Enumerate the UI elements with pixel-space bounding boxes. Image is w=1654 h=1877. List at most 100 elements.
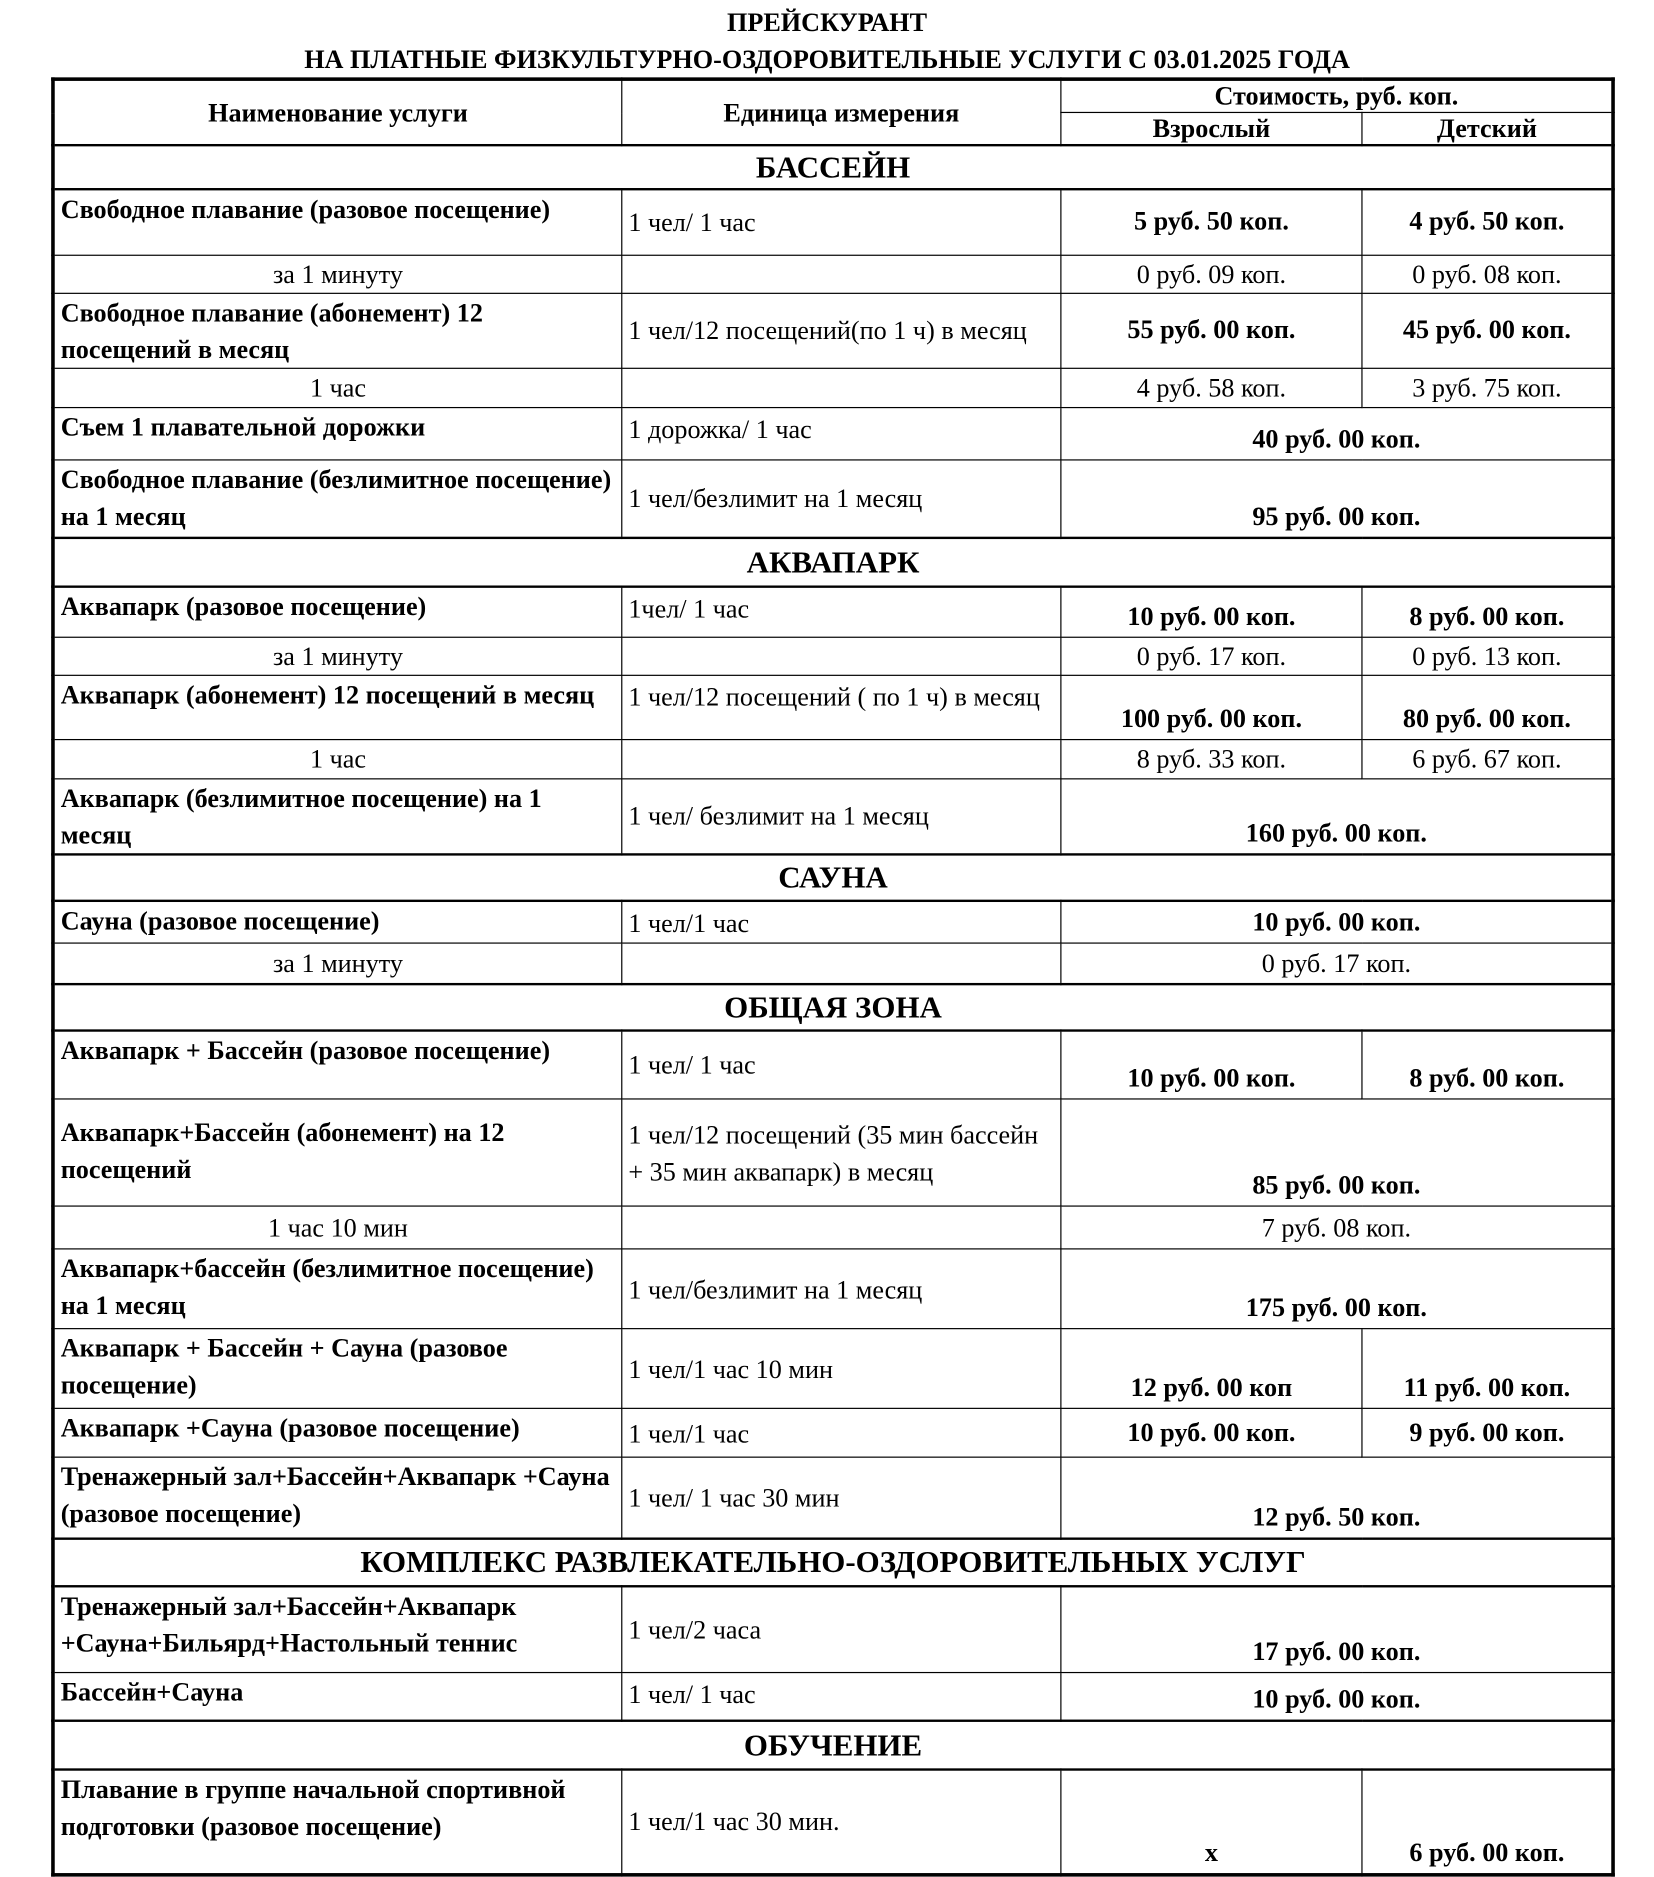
price-common: 0 руб. 17 коп. xyxy=(1060,942,1614,985)
section-title: БАССЕЙН xyxy=(52,143,1614,191)
table-row: Бассейн+Сауна 1 чел/ 1 час 10 руб. 00 коп. xyxy=(52,1671,1614,1721)
price-adult: 10 руб. 00 коп. xyxy=(1060,586,1363,638)
header-cost: Стоимость, руб. коп. xyxy=(1060,78,1614,114)
service-name: Свободное плавание (разовое посещение) xyxy=(52,188,623,256)
price-adult: х xyxy=(1060,1768,1363,1876)
unit-of-measure xyxy=(621,367,1062,408)
price-child: 9 руб. 00 коп. xyxy=(1361,1407,1614,1458)
unit-of-measure: 1 чел/1 час xyxy=(621,899,1062,944)
service-name: Аквапарк (разовое посещение) xyxy=(52,586,623,638)
document-subtitle: НА ПЛАТНЫЕ ФИЗКУЛЬТУРНО-ОЗДОРОВИТЕЛЬНЫЕ … xyxy=(304,44,1350,74)
price-table: Наименование услуги Единица измерения Ст… xyxy=(51,77,1615,1877)
price-child: 4 руб. 50 коп. xyxy=(1361,188,1614,256)
unit-of-measure: 1 чел/ 1 час xyxy=(621,1029,1062,1100)
unit-of-measure: 1 дорожка/ 1 час xyxy=(621,406,1062,460)
table-subrow: за 1 минуту 0 руб. 17 коп. 0 руб. 13 коп. xyxy=(52,636,1614,676)
table-row: Аквапарк (безлимитное посещение) на 1 ме… xyxy=(52,777,1614,855)
service-name: Аквапарк+Бассейн (абонемент) на 12 посещ… xyxy=(52,1098,623,1207)
table-subrow: за 1 минуту 0 руб. 09 коп. 0 руб. 08 коп. xyxy=(52,254,1614,294)
service-name: Сауна (разовое посещение) xyxy=(52,899,623,944)
price-adult: 10 руб. 00 коп. xyxy=(1060,1029,1363,1100)
table-subrow: 1 час 8 руб. 33 коп. 6 руб. 67 коп. xyxy=(52,738,1614,779)
service-name: Аквапарк (абонемент) 12 посещений в меся… xyxy=(52,674,623,740)
price-adult: 55 руб. 00 коп. xyxy=(1060,292,1363,369)
unit-of-measure: 1 чел/ 1 час xyxy=(621,1671,1062,1721)
service-name: Тренажерный зал+Бассейн+Аквапарк +Сауна+… xyxy=(52,1585,623,1674)
unit-of-measure: 1 чел/1 час 10 мин xyxy=(621,1328,1062,1409)
price-adult: 0 руб. 09 коп. xyxy=(1060,254,1363,294)
unit-of-measure: 1 чел/12 посещений ( по 1 ч) в месяц xyxy=(621,674,1062,740)
price-common: 10 руб. 00 коп. xyxy=(1060,1671,1614,1721)
section-header: ОБУЧЕНИЕ xyxy=(52,1718,1614,1771)
section-header: САУНА xyxy=(52,852,1614,902)
unit-of-measure: 1 чел/ безлимит на 1 месяц xyxy=(621,777,1062,855)
price-adult: 0 руб. 17 коп. xyxy=(1060,636,1363,676)
service-name: Аквапарк + Бассейн + Сауна (разовое посе… xyxy=(52,1328,623,1409)
table-row: Свободное плавание (безлимитное посещени… xyxy=(52,458,1614,539)
unit-of-measure xyxy=(621,254,1062,294)
unit-of-measure: 1 чел/1 час 30 мин. xyxy=(621,1768,1062,1876)
section-header: АКВАПАРК xyxy=(52,536,1614,588)
service-name: Аквапарк + Бассейн (разовое посещение) xyxy=(52,1029,623,1100)
service-name: Свободное плавание (безлимитное посещени… xyxy=(52,458,623,539)
service-name: за 1 минуту xyxy=(52,942,623,985)
unit-of-measure: 1 чел/безлимит на 1 месяц xyxy=(621,1248,1062,1330)
price-common: 95 руб. 00 коп. xyxy=(1060,458,1614,539)
unit-of-measure: 1 чел/безлимит на 1 месяц xyxy=(621,458,1062,539)
price-adult: 4 руб. 58 коп. xyxy=(1060,367,1363,408)
price-common: 175 руб. 00 коп. xyxy=(1060,1248,1614,1330)
price-adult: 12 руб. 00 коп xyxy=(1060,1328,1363,1409)
section-title: ОБЩАЯ ЗОНА xyxy=(52,982,1614,1032)
price-child: 6 руб. 67 коп. xyxy=(1361,738,1614,779)
table-row: Аквапарк+Бассейн (абонемент) на 12 посещ… xyxy=(52,1098,1614,1207)
service-name: Свободное плавание (абонемент) 12 посеще… xyxy=(52,292,623,369)
price-child: 0 руб. 13 коп. xyxy=(1361,636,1614,676)
header-child: Детский xyxy=(1361,111,1614,146)
table-subrow: за 1 минуту 0 руб. 17 коп. xyxy=(52,942,1614,985)
price-child: 45 руб. 00 коп. xyxy=(1361,292,1614,369)
unit-of-measure xyxy=(621,1205,1062,1250)
table-row: Аквапарк + Бассейн + Сауна (разовое посе… xyxy=(52,1328,1614,1409)
price-adult: 10 руб. 00 коп. xyxy=(1060,1407,1363,1458)
document-title: ПРЕЙСКУРАНТ xyxy=(726,7,928,37)
table-row: Свободное плавание (абонемент) 12 посеще… xyxy=(52,292,1614,369)
service-name: Аквапарк+бассейн (безлимитное посещение)… xyxy=(52,1248,623,1330)
table-row: Аквапарк+бассейн (безлимитное посещение)… xyxy=(52,1248,1614,1330)
unit-of-measure: 1 чел/ 1 час 30 мин xyxy=(621,1456,1062,1539)
service-name: 1 час xyxy=(52,738,623,779)
price-common: 85 руб. 00 коп. xyxy=(1060,1098,1614,1207)
price-common: 10 руб. 00 коп. xyxy=(1060,899,1614,944)
table-row: Тренажерный зал+Бассейн+Аквапарк +Сауна+… xyxy=(52,1585,1614,1674)
section-title: АКВАПАРК xyxy=(52,536,1614,588)
unit-of-measure xyxy=(621,636,1062,676)
price-adult: 5 руб. 50 коп. xyxy=(1060,188,1363,256)
section-header: БАССЕЙН xyxy=(52,143,1614,191)
table-row: Аквапарк + Бассейн (разовое посещение) 1 … xyxy=(52,1029,1614,1100)
price-child: 8 руб. 00 коп. xyxy=(1361,586,1614,638)
price-child: 0 руб. 08 коп. xyxy=(1361,254,1614,294)
unit-of-measure: 1 чел/2 часа xyxy=(621,1585,1062,1674)
table-row: Аквапарк (абонемент) 12 посещений в меся… xyxy=(52,674,1614,740)
unit-of-measure: 1чел/ 1 час xyxy=(621,586,1062,638)
price-adult: 8 руб. 33 коп. xyxy=(1060,738,1363,779)
price-common: 160 руб. 00 коп. xyxy=(1060,777,1614,855)
unit-of-measure: 1 чел/1 час xyxy=(621,1407,1062,1458)
section-title: ОБУЧЕНИЕ xyxy=(52,1718,1614,1771)
price-child: 6 руб. 00 коп. xyxy=(1361,1768,1614,1876)
table-row: Сауна (разовое посещение) 1 чел/1 час 10 р… xyxy=(52,899,1614,944)
section-header: ОБЩАЯ ЗОНА xyxy=(52,982,1614,1032)
unit-of-measure xyxy=(621,738,1062,779)
header-unit: Единица измерения xyxy=(621,78,1062,146)
section-title: САУНА xyxy=(52,852,1614,902)
price-common: 40 руб. 00 коп. xyxy=(1060,406,1614,460)
price-common: 12 руб. 50 коп. xyxy=(1060,1456,1614,1539)
unit-of-measure: 1 чел/12 посещений (35 мин бассейн + 35 … xyxy=(621,1098,1062,1207)
service-name: за 1 минуту xyxy=(52,254,623,294)
price-child: 8 руб. 00 коп. xyxy=(1361,1029,1614,1100)
service-name: Аквапарк (безлимитное посещение) на 1 ме… xyxy=(52,777,623,855)
service-name: Бассейн+Сауна xyxy=(52,1671,623,1721)
table-row: Плавание в группе начальной спортивной п… xyxy=(52,1768,1614,1876)
table-row: Аквапарк (разовое посещение) 1чел/ 1 час 1… xyxy=(52,586,1614,638)
table-row: Тренажерный зал+Бассейн+Аквапарк +Сауна … xyxy=(52,1456,1614,1539)
